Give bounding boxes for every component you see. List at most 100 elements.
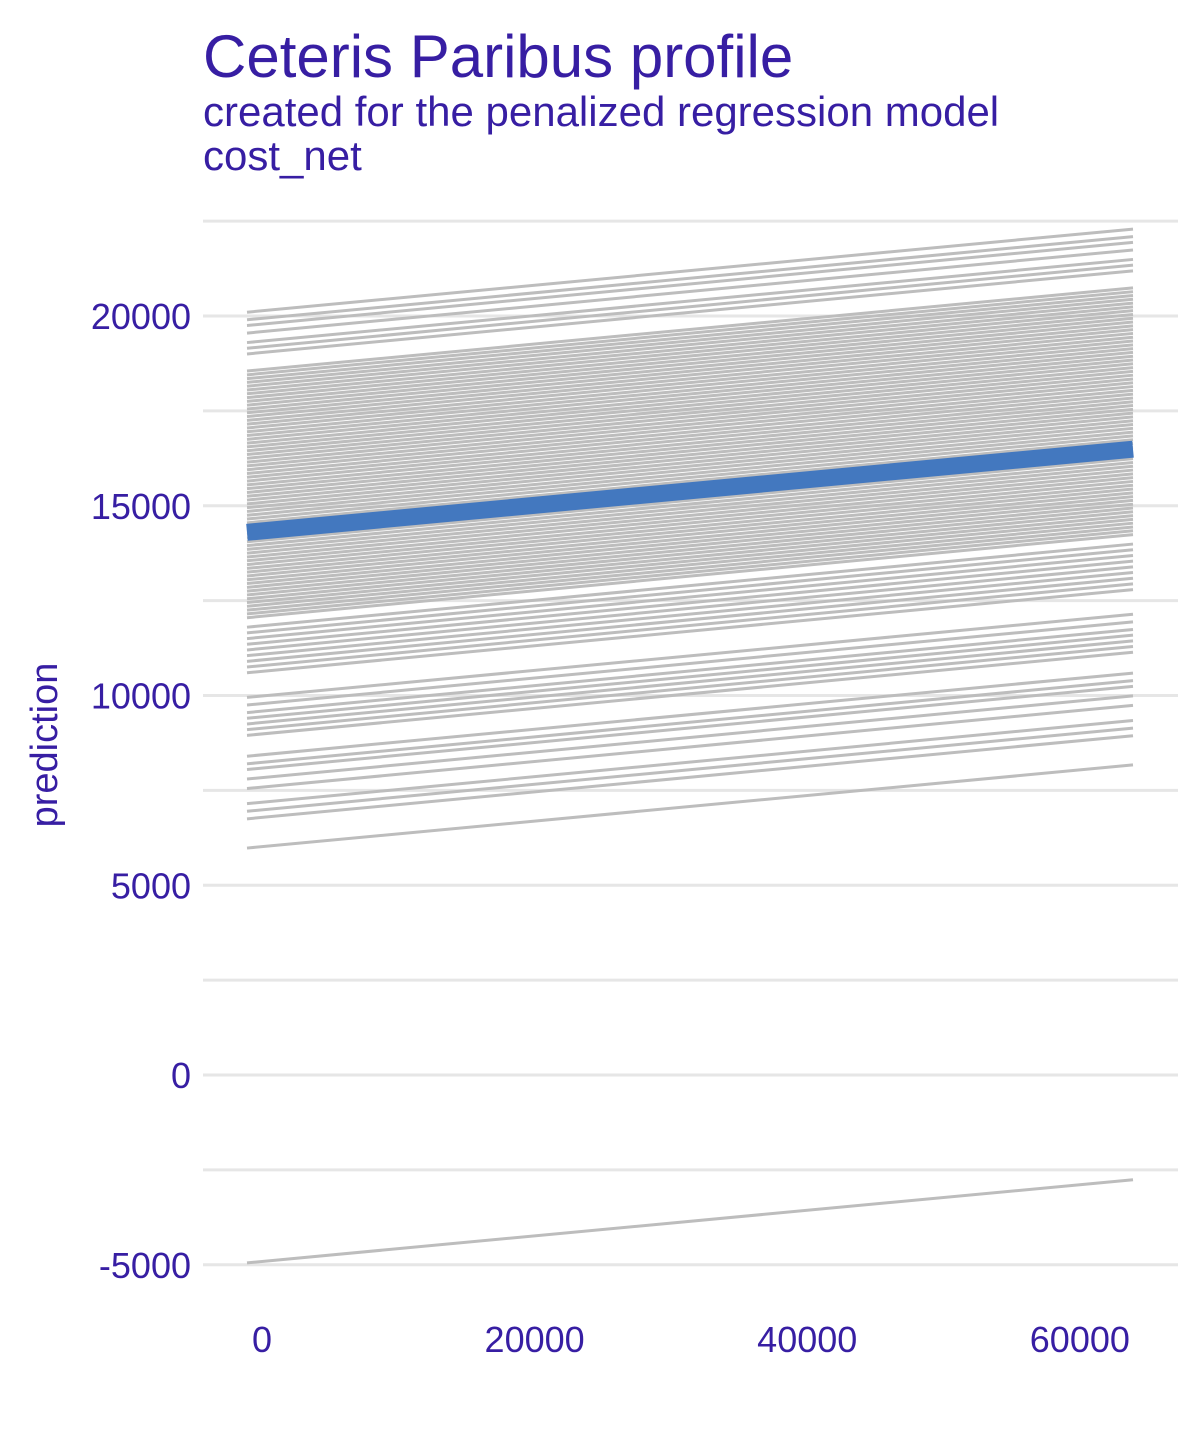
profile-line bbox=[246, 366, 1134, 453]
profile-line bbox=[246, 576, 1134, 663]
profile-lines bbox=[246, 227, 1134, 1265]
profile-line bbox=[246, 498, 1134, 586]
profile-line bbox=[246, 347, 1134, 434]
y-tick-label: 5000 bbox=[111, 865, 191, 906]
profile-line bbox=[246, 269, 1134, 356]
profile-line bbox=[246, 373, 1134, 460]
profile-line bbox=[246, 703, 1134, 790]
profile-line bbox=[246, 694, 1134, 781]
profile-line bbox=[246, 457, 1134, 544]
profile-line bbox=[246, 430, 1134, 517]
profile-line bbox=[246, 476, 1134, 563]
profile-line bbox=[246, 316, 1134, 403]
profile-line bbox=[246, 1178, 1134, 1265]
profile-line bbox=[246, 423, 1134, 510]
profile-line bbox=[246, 542, 1134, 629]
profile-line bbox=[246, 479, 1134, 567]
profile-line bbox=[246, 506, 1134, 593]
profile-line bbox=[246, 763, 1134, 850]
profile-line bbox=[246, 309, 1134, 396]
profile-line bbox=[246, 548, 1134, 635]
profile-line bbox=[246, 286, 1134, 373]
profile-line bbox=[246, 588, 1134, 675]
profile-line bbox=[246, 502, 1134, 589]
profile-line bbox=[246, 464, 1134, 551]
profile-line bbox=[246, 263, 1134, 350]
x-tick-label: 0 bbox=[252, 1319, 272, 1360]
y-tick-label: -5000 bbox=[99, 1245, 191, 1286]
profile-line bbox=[246, 517, 1134, 605]
profile-line bbox=[246, 650, 1134, 737]
profile-line bbox=[246, 350, 1134, 438]
profile-line bbox=[246, 415, 1134, 502]
profile-line bbox=[246, 392, 1134, 479]
profile-line bbox=[246, 434, 1134, 521]
grid-layer bbox=[203, 219, 1178, 1267]
profile-line bbox=[246, 521, 1134, 608]
x-tick-label: 60000 bbox=[1030, 1319, 1130, 1360]
y-tick-label: 15000 bbox=[91, 486, 191, 527]
profile-line bbox=[246, 297, 1134, 384]
profile-line bbox=[246, 411, 1134, 498]
profile-line bbox=[246, 571, 1134, 658]
profile-line bbox=[246, 719, 1134, 806]
profile-line bbox=[246, 388, 1134, 475]
profile-line bbox=[246, 426, 1134, 513]
profile-line bbox=[246, 487, 1134, 574]
profile-line bbox=[246, 495, 1134, 582]
profile-line bbox=[246, 460, 1134, 548]
profile-line bbox=[246, 734, 1134, 821]
facet-label: cost_net bbox=[203, 132, 362, 179]
profile-line bbox=[246, 684, 1134, 771]
profile-line bbox=[246, 328, 1134, 415]
profile-line bbox=[246, 339, 1134, 426]
profile-line bbox=[246, 510, 1134, 597]
profile-line bbox=[246, 407, 1134, 494]
profile-line bbox=[246, 362, 1134, 449]
profile-line bbox=[246, 582, 1134, 669]
profile-line bbox=[246, 305, 1134, 392]
highlight-line-layer bbox=[246, 440, 1134, 541]
profile-line bbox=[246, 468, 1134, 555]
profile-line bbox=[246, 248, 1134, 335]
profile-line bbox=[246, 381, 1134, 468]
profile-line bbox=[246, 385, 1134, 472]
profile-line bbox=[246, 396, 1134, 483]
profile-line bbox=[246, 525, 1134, 612]
profile-line bbox=[246, 679, 1134, 766]
profile-line bbox=[246, 645, 1134, 732]
chart-title: Ceteris Paribus profile bbox=[203, 23, 794, 90]
profile-line bbox=[246, 633, 1134, 720]
profile-line bbox=[246, 404, 1134, 491]
profile-line bbox=[246, 369, 1134, 457]
profile-line bbox=[246, 438, 1134, 525]
tick-labels: -5000 0 5000 10000 15000 20000 0 20000 40000 6000… bbox=[91, 296, 1130, 1360]
x-tick-label: 40000 bbox=[757, 1319, 857, 1360]
profile-line bbox=[246, 227, 1134, 314]
profile-line bbox=[246, 354, 1134, 441]
highlighted-profile-line bbox=[246, 440, 1134, 541]
profile-line bbox=[246, 335, 1134, 422]
profile-line bbox=[246, 235, 1134, 322]
profile-line bbox=[246, 533, 1134, 620]
profile-line bbox=[246, 565, 1134, 652]
y-tick-label: 0 bbox=[171, 1055, 191, 1096]
profile-line bbox=[246, 400, 1134, 487]
profile-line bbox=[246, 671, 1134, 758]
profile-line bbox=[246, 419, 1134, 506]
profile-line bbox=[246, 612, 1134, 699]
profile-line bbox=[246, 483, 1134, 570]
profile-line bbox=[246, 240, 1134, 327]
profile-line bbox=[246, 320, 1134, 407]
profile-line bbox=[246, 639, 1134, 726]
profile-line bbox=[246, 293, 1134, 381]
y-axis-label: prediction bbox=[24, 663, 66, 828]
profile-line bbox=[246, 324, 1134, 411]
profile-line bbox=[246, 529, 1134, 616]
profile-line bbox=[246, 514, 1134, 601]
profile-line bbox=[246, 620, 1134, 707]
profile-line bbox=[246, 491, 1134, 578]
profile-line bbox=[246, 290, 1134, 377]
profile-line bbox=[246, 726, 1134, 813]
profile-line bbox=[246, 358, 1134, 445]
